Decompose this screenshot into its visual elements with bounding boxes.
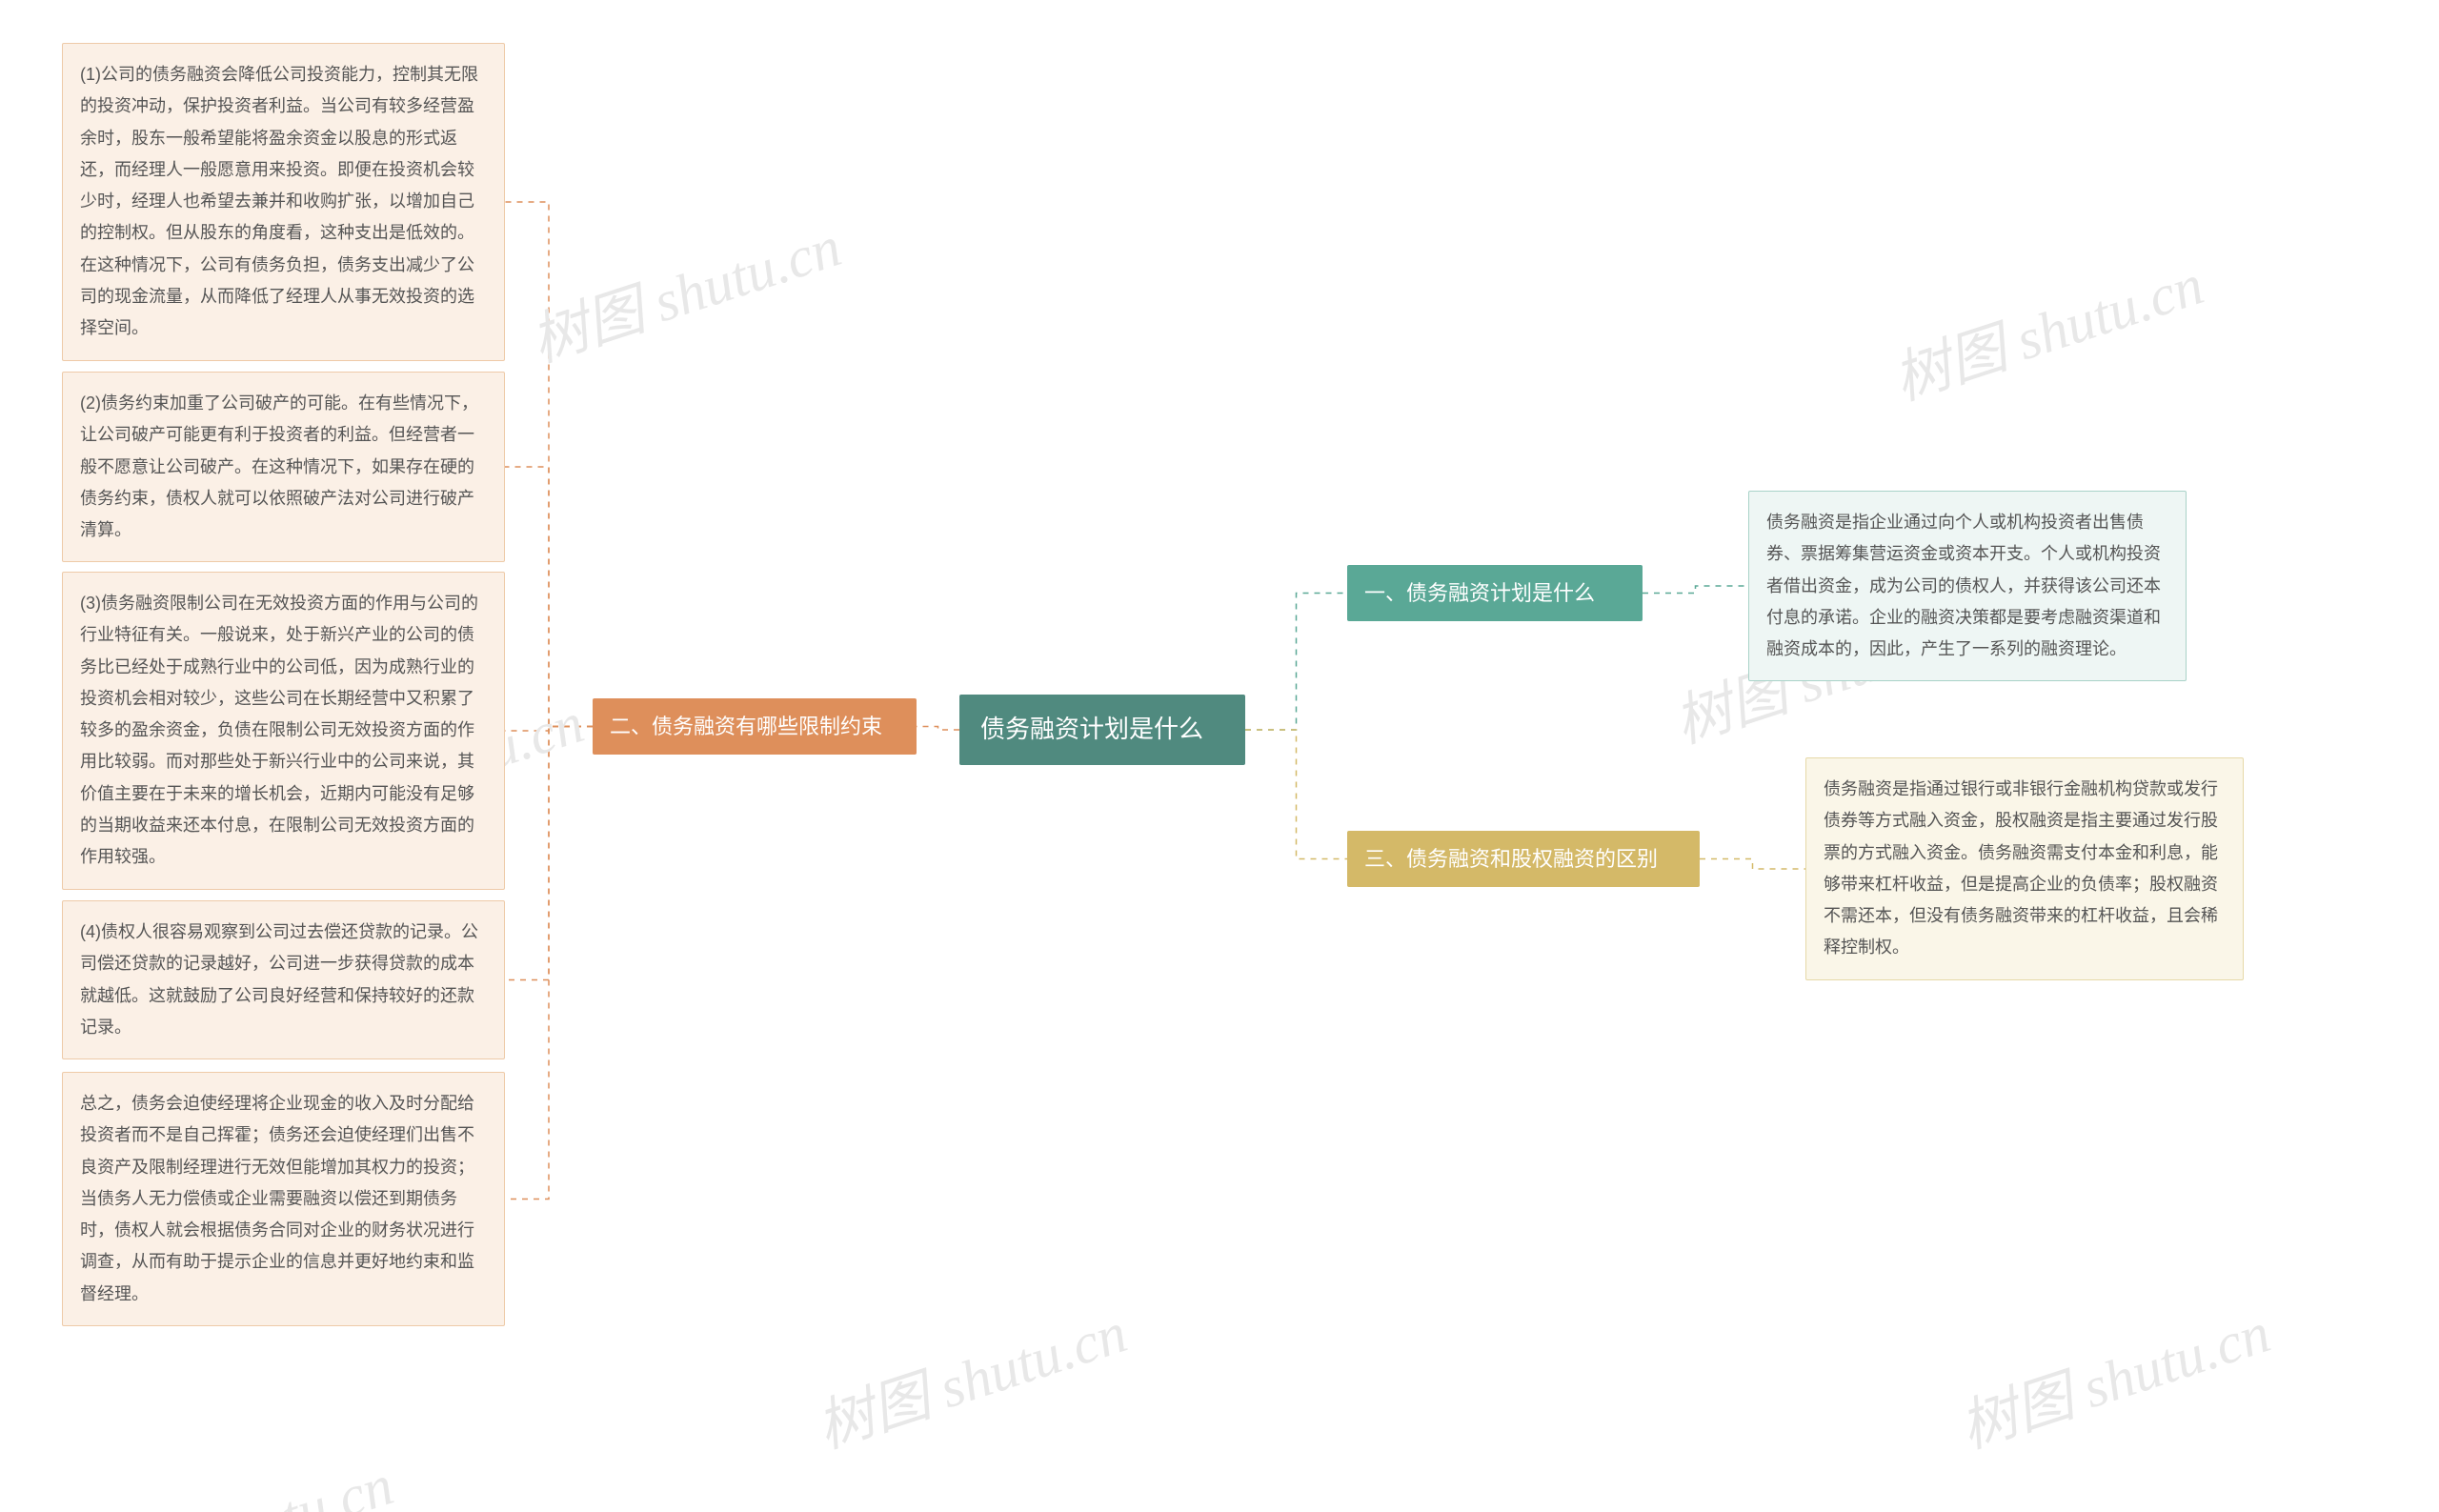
branch-1-leaf-0: 债务融资是指企业通过向个人或机构投资者出售债券、票据筹集营运资金或资本开支。个人… [1748, 491, 2187, 681]
branch-2: 二、债务融资有哪些限制约束 [593, 698, 917, 755]
branch-2-leaf-3: (4)债权人很容易观察到公司过去偿还贷款的记录。公司偿还贷款的记录越好，公司进一… [62, 900, 505, 1059]
branch-3: 三、债务融资和股权融资的区别 [1347, 831, 1700, 887]
branch-3-leaf-0: 债务融资是指通过银行或非银行金融机构贷款或发行债券等方式融入资金，股权融资是指主… [1805, 757, 2244, 980]
branch-2-leaf-2: (3)债务融资限制公司在无效投资方面的作用与公司的行业特征有关。一般说来，处于新… [62, 572, 505, 890]
branch-2-leaf-4: 总之，债务会迫使经理将企业现金的收入及时分配给投资者而不是自己挥霍；债务还会迫使… [62, 1072, 505, 1326]
branch-2-leaf-0: (1)公司的债务融资会降低公司投资能力，控制其无限的投资冲动，保护投资者利益。当… [62, 43, 505, 361]
center-node: 债务融资计划是什么 [959, 695, 1245, 765]
branch-1: 一、债务融资计划是什么 [1347, 565, 1643, 621]
branch-2-leaf-1: (2)债务约束加重了公司破产的可能。在有些情况下，让公司破产可能更有利于投资者的… [62, 372, 505, 562]
